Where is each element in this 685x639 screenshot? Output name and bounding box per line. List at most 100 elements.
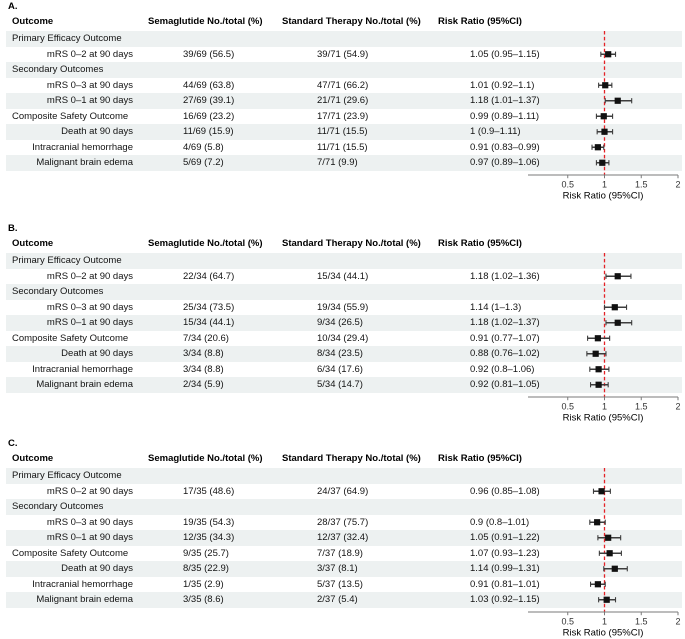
table-row	[6, 155, 682, 171]
table-row	[6, 377, 682, 393]
risk-ratio-value: 1.14 (0.99–1.31)	[470, 563, 540, 574]
semaglutide-value: 27/69 (39.1)	[183, 95, 235, 106]
semaglutide-value: 15/34 (44.1)	[183, 317, 235, 328]
x-tick-label: 1.5	[635, 402, 648, 412]
panel-letter: B.	[8, 223, 18, 234]
outcome-label: Primary Efficacy Outcome	[12, 255, 122, 266]
risk-ratio-value: 0.9 (0.8–1.01)	[470, 516, 530, 528]
semaglutide-value: 25/34 (73.5)	[183, 301, 235, 313]
risk-ratio-value: 1.18 (1.02–1.36)	[470, 270, 540, 282]
column-header-outcome: Outcome	[12, 16, 54, 27]
outcome-label: Composite Safety Outcome	[12, 332, 129, 344]
standard-therapy-value: 11/71 (15.5)	[317, 126, 368, 137]
semaglutide-value: 17/35 (48.6)	[183, 485, 235, 497]
risk-ratio-value: 0.91 (0.77–1.07)	[470, 332, 540, 344]
risk-ratio-value: 0.99 (0.89–1.11)	[470, 110, 540, 122]
outcome-label: Primary Efficacy Outcome	[12, 470, 122, 481]
panel-b: B. Outcome Semaglutide No./total (%) Standa…	[0, 222, 685, 424]
table-row	[6, 253, 682, 269]
outcome-label: Malignant brain edema	[36, 157, 133, 168]
semaglutide-value: 44/69 (63.8)	[183, 79, 235, 91]
table-row	[6, 315, 682, 331]
semaglutide-value: 1/35 (2.9)	[183, 578, 224, 590]
table-row	[6, 499, 682, 515]
risk-ratio-value: 1.07 (0.93–1.23)	[470, 547, 540, 559]
risk-ratio-value: 0.97 (0.89–1.06)	[470, 157, 540, 168]
column-header-standard-therapy: Standard Therapy No./total (%)	[282, 16, 421, 27]
outcome-label: Death at 90 days	[61, 126, 133, 137]
semaglutide-value: 11/69 (15.9)	[183, 126, 234, 137]
x-axis-title: Risk Ratio (95%CI)	[563, 413, 644, 424]
x-tick-label: 0.5	[561, 180, 574, 190]
risk-ratio-value: 1.01 (0.92–1.1)	[470, 79, 535, 91]
standard-therapy-value: 3/37 (8.1)	[317, 563, 358, 574]
risk-ratio-value: 0.92 (0.81–1.05)	[470, 379, 540, 390]
column-header-outcome: Outcome	[12, 453, 54, 464]
x-tick-label: 0.5	[561, 617, 574, 627]
outcome-label: Composite Safety Outcome	[12, 547, 129, 559]
column-header-standard-therapy: Standard Therapy No./total (%)	[282, 453, 421, 464]
standard-therapy-value: 28/37 (75.7)	[317, 516, 369, 528]
standard-therapy-value: 10/34 (29.4)	[317, 332, 369, 344]
x-axis-title: Risk Ratio (95%CI)	[563, 191, 644, 202]
risk-ratio-value: 1.05 (0.95–1.15)	[470, 48, 540, 60]
standard-therapy-value: 12/37 (32.4)	[317, 532, 369, 543]
outcome-label: Secondary Outcomes	[12, 64, 104, 75]
column-header-standard-therapy: Standard Therapy No./total (%)	[282, 238, 421, 249]
x-tick-label: 1	[602, 180, 607, 190]
outcome-label: mRS 0–3 at 90 days	[46, 516, 133, 528]
semaglutide-value: 19/35 (54.3)	[183, 516, 235, 528]
outcome-label: Malignant brain edema	[36, 594, 133, 605]
standard-therapy-value: 19/34 (55.9)	[317, 301, 369, 313]
table-row	[6, 592, 682, 608]
x-tick-label: 0.5	[561, 402, 574, 412]
outcome-label: Intracranial hemorrhage	[32, 578, 133, 590]
semaglutide-value: 3/35 (8.6)	[183, 594, 224, 605]
x-axis-title: Risk Ratio (95%CI)	[563, 628, 644, 639]
x-tick-label: 1	[602, 617, 607, 627]
standard-therapy-value: 5/34 (14.7)	[317, 379, 363, 390]
column-header-semaglutide: Semaglutide No./total (%)	[148, 16, 263, 27]
semaglutide-value: 4/69 (5.8)	[183, 141, 224, 153]
table-row	[6, 468, 682, 484]
risk-ratio-value: 0.88 (0.76–1.02)	[470, 348, 540, 359]
standard-therapy-value: 17/71 (23.9)	[317, 110, 369, 122]
standard-therapy-value: 7/71 (9.9)	[317, 157, 358, 168]
standard-therapy-value: 9/34 (26.5)	[317, 317, 363, 328]
standard-therapy-value: 24/37 (64.9)	[317, 485, 369, 497]
semaglutide-value: 8/35 (22.9)	[183, 563, 229, 574]
semaglutide-value: 9/35 (25.7)	[183, 547, 229, 559]
x-tick-label: 1.5	[635, 180, 648, 190]
outcome-label: Death at 90 days	[61, 563, 133, 574]
column-header-semaglutide: Semaglutide No./total (%)	[148, 238, 263, 249]
risk-ratio-value: 0.92 (0.8–1.06)	[470, 363, 535, 375]
semaglutide-value: 3/34 (8.8)	[183, 363, 224, 375]
table-row	[6, 31, 682, 47]
standard-therapy-value: 7/37 (18.9)	[317, 547, 363, 559]
risk-ratio-value: 1.05 (0.91–1.22)	[470, 532, 540, 543]
table-row	[6, 284, 682, 300]
outcome-label: mRS 0–2 at 90 days	[46, 270, 133, 282]
outcome-label: mRS 0–1 at 90 days	[46, 532, 133, 543]
standard-therapy-value: 39/71 (54.9)	[317, 48, 369, 60]
table-row	[6, 346, 682, 362]
standard-therapy-value: 6/34 (17.6)	[317, 363, 363, 375]
panel-c: C. Outcome Semaglutide No./total (%) Standa…	[0, 437, 685, 639]
risk-ratio-value: 0.96 (0.85–1.08)	[470, 485, 540, 497]
standard-therapy-value: 5/37 (13.5)	[317, 578, 363, 590]
standard-therapy-value: 2/37 (5.4)	[317, 594, 358, 605]
standard-therapy-value: 47/71 (66.2)	[317, 79, 369, 91]
table-row	[6, 62, 682, 78]
outcome-label: Composite Safety Outcome	[12, 110, 129, 122]
x-axis: 0.5 1 1.5 2 Risk Ratio (95%CI)	[528, 396, 681, 424]
outcome-label: Intracranial hemorrhage	[32, 141, 133, 153]
risk-ratio-value: 1.18 (1.02–1.37)	[470, 317, 540, 328]
column-header-risk-ratio: Risk Ratio (95%CI)	[438, 16, 522, 27]
x-tick-label: 2	[675, 402, 680, 412]
column-header-risk-ratio: Risk Ratio (95%CI)	[438, 453, 522, 464]
semaglutide-value: 22/34 (64.7)	[183, 270, 235, 282]
column-header-semaglutide: Semaglutide No./total (%)	[148, 453, 263, 464]
panel-letter: C.	[8, 438, 18, 449]
outcome-label: mRS 0–2 at 90 days	[46, 485, 133, 497]
